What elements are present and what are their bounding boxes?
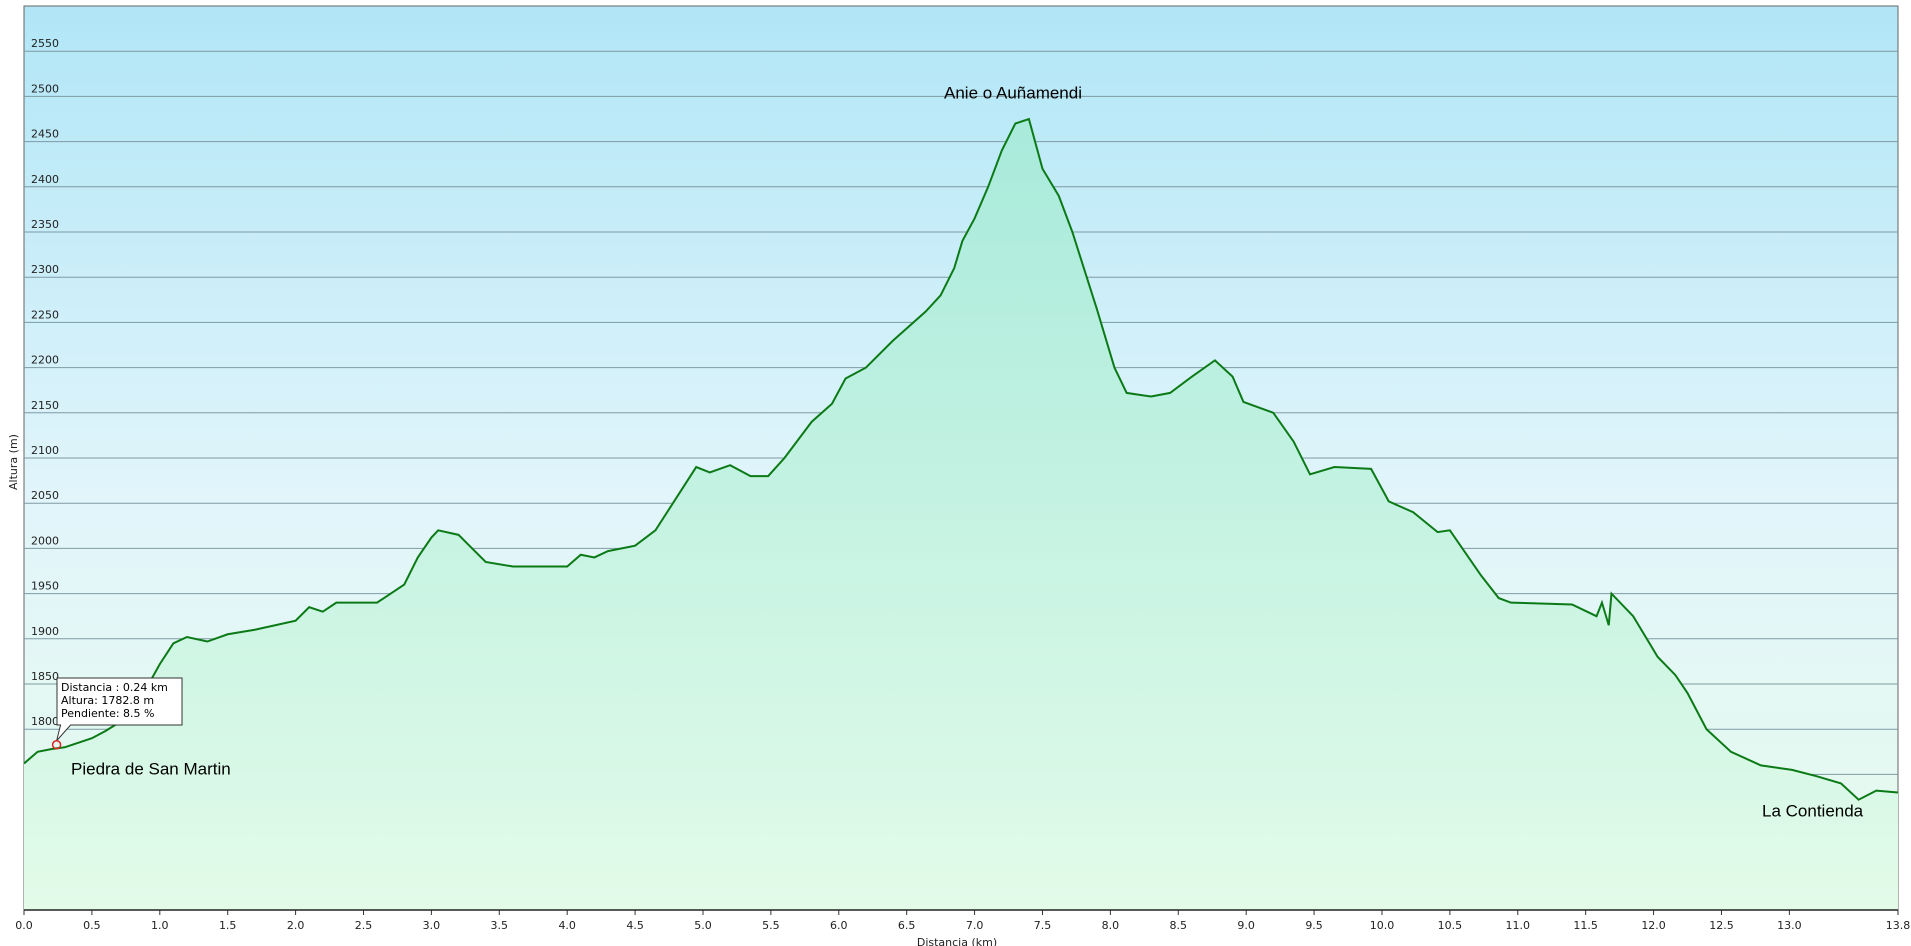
y-tick-label: 2000 [31, 534, 59, 547]
y-axis-label: Altura (m) [7, 434, 20, 490]
x-tick-label: 5.0 [694, 919, 712, 932]
y-tick-label: 1950 [31, 580, 59, 593]
y-tick-label: 2500 [31, 82, 59, 95]
tooltip-line: Distancia : 0.24 km [61, 681, 168, 694]
x-tick-label: 11.5 [1573, 919, 1598, 932]
x-tick-label: 2.5 [355, 919, 373, 932]
y-tick-label: 2450 [31, 128, 59, 141]
y-tick-label: 2300 [31, 263, 59, 276]
x-tick-label: 13.0 [1777, 919, 1802, 932]
annotation: La Contienda [1762, 801, 1864, 820]
y-tick-label: 1800 [31, 715, 59, 728]
annotation: Anie o Auñamendi [944, 83, 1082, 102]
y-tick-label: 2550 [31, 37, 59, 50]
marker [51, 739, 62, 750]
y-tick-label: 2350 [31, 218, 59, 231]
y-tick-label: 2150 [31, 399, 59, 412]
x-tick-label: 3.5 [491, 919, 509, 932]
y-tick-label: 2200 [31, 354, 59, 367]
x-tick-label: 2.0 [287, 919, 305, 932]
y-tick-label: 1900 [31, 625, 59, 638]
y-tick-label: 1850 [31, 670, 59, 683]
x-tick-label: 10.5 [1438, 919, 1463, 932]
x-tick-label: 0.5 [83, 919, 101, 932]
x-axis-label: Distancia (km) [917, 936, 997, 946]
x-tick-label: 12.5 [1709, 919, 1734, 932]
x-tick-label: 9.5 [1305, 919, 1323, 932]
x-tick-label: 7.5 [1034, 919, 1052, 932]
x-tick-label: 6.0 [830, 919, 848, 932]
area-fill [24, 119, 1898, 910]
y-tick-label: 2250 [31, 308, 59, 321]
y-tick-label: 2100 [31, 444, 59, 457]
x-tick-label: 0.0 [15, 919, 33, 932]
x-tick-label: 6.5 [898, 919, 916, 932]
x-tick-label: 12.0 [1641, 919, 1666, 932]
x-tick-label: 8.5 [1170, 919, 1188, 932]
x-tick-label: 4.0 [558, 919, 576, 932]
x-tick-label: 7.0 [966, 919, 984, 932]
profile-line [23, 117, 1899, 801]
annotation: Piedra de San Martin [71, 759, 231, 778]
x-tick-label: 5.5 [762, 919, 780, 932]
y-tick-label: 2400 [31, 173, 59, 186]
x-tick-label: 13.8 [1886, 919, 1911, 932]
x-tick-label: 8.0 [1102, 919, 1120, 932]
tooltip-box [56, 677, 183, 742]
x-tick-label: 10.0 [1370, 919, 1395, 932]
y-tick-label: 2050 [31, 489, 59, 502]
x-tick-label: 9.0 [1237, 919, 1255, 932]
x-tick-label: 1.0 [151, 919, 169, 932]
tooltip-line: Pendiente: 8.5 % [61, 707, 154, 720]
x-tick-label: 3.0 [423, 919, 441, 932]
x-tick-label: 4.5 [626, 919, 644, 932]
tooltip-line: Altura: 1782.8 m [61, 694, 154, 707]
x-tick-label: 1.5 [219, 919, 237, 932]
x-tick-label: 11.0 [1506, 919, 1531, 932]
